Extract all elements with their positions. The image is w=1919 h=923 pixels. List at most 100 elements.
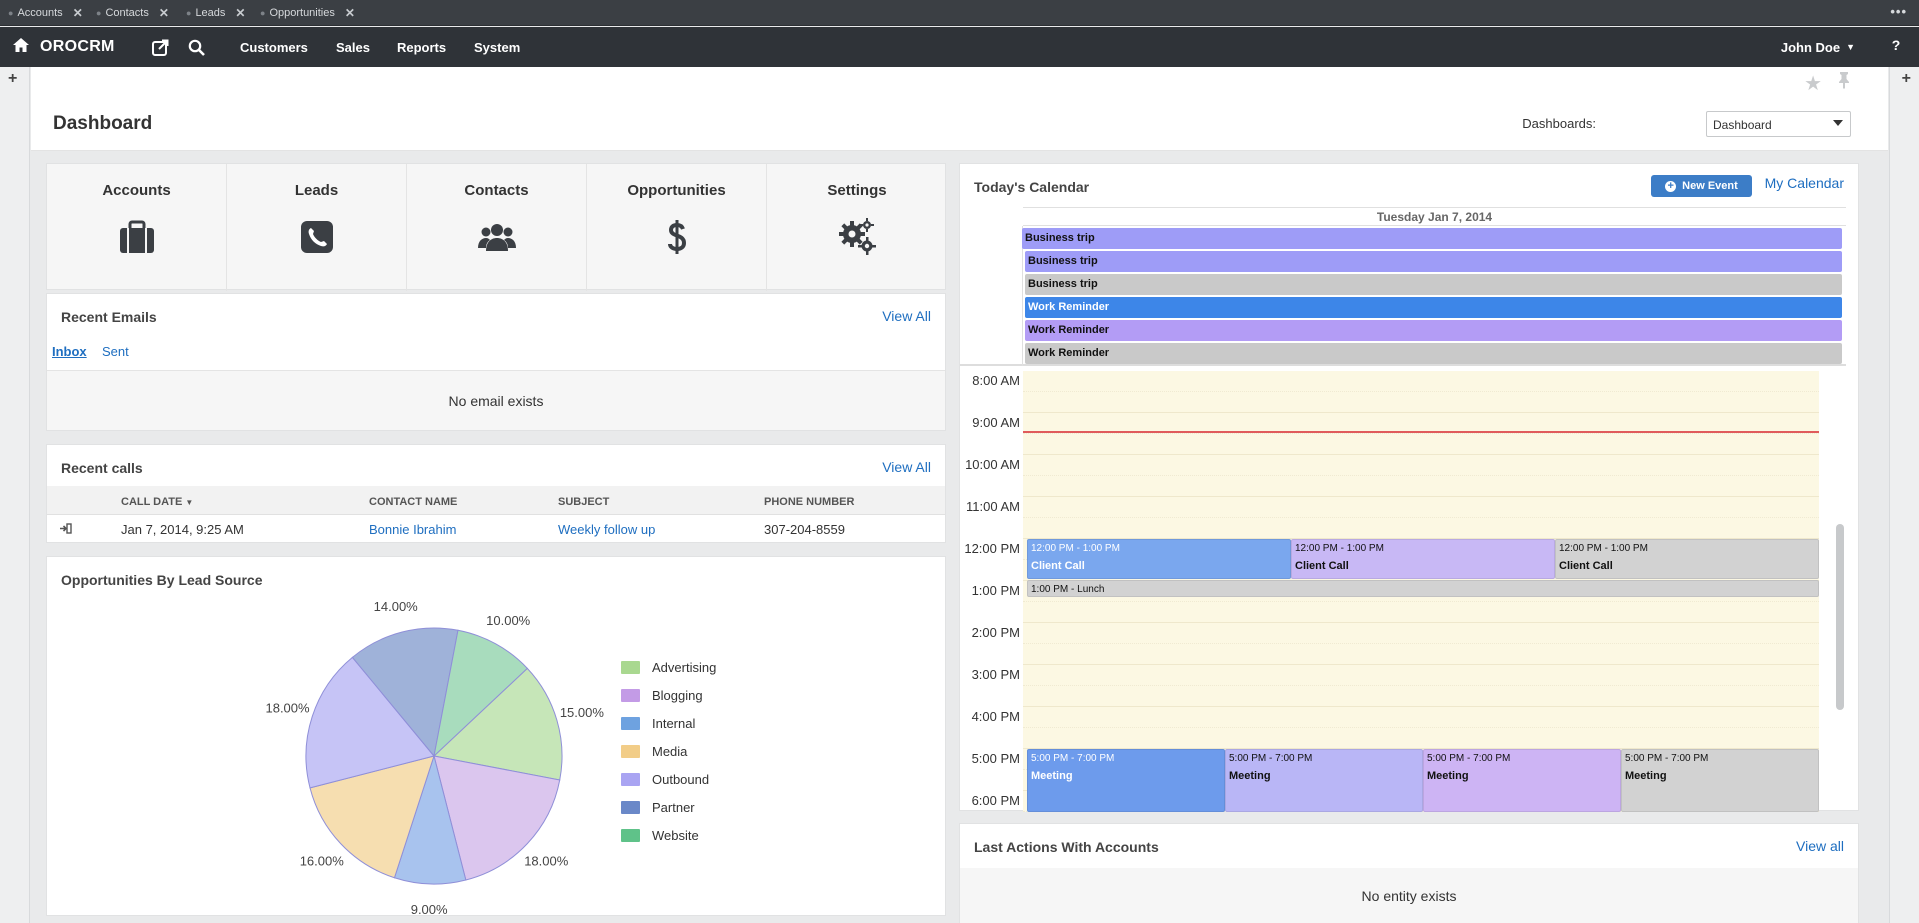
time-slot[interactable] [1023, 497, 1819, 518]
briefcase-icon [119, 220, 154, 253]
pin-tab-opportunities[interactable]: ● Opportunities ✕ [260, 0, 355, 26]
pin-tab-accounts[interactable]: ● Accounts ✕ [8, 0, 83, 26]
view-all-calls-link[interactable]: View All [882, 459, 931, 475]
view-all-emails-link[interactable]: View All [882, 308, 931, 324]
pie-slice-label: 14.00% [374, 599, 419, 614]
quick-accounts[interactable]: Accounts [47, 164, 227, 291]
legend-item[interactable]: Media [621, 744, 687, 759]
my-calendar-link[interactable]: My Calendar [1764, 175, 1844, 191]
left-sidebar [0, 67, 30, 923]
new-event-button[interactable]: + New Event [1651, 175, 1752, 197]
tab-sent[interactable]: Sent [102, 344, 129, 359]
quick-contacts[interactable]: Contacts [407, 164, 587, 291]
star-icon[interactable]: ★ [1804, 73, 1822, 95]
logo[interactable]: OROCRM [12, 27, 115, 67]
time-slot[interactable] [1023, 623, 1819, 644]
time-slot[interactable] [1023, 413, 1819, 434]
all-day-event[interactable]: Work Reminder [1025, 343, 1842, 364]
quick-leads[interactable]: Leads [227, 164, 407, 291]
share-icon[interactable] [149, 36, 171, 58]
pie-slice-label: 18.00% [524, 853, 569, 868]
calendar-event[interactable]: 5:00 PM - 7:00 PM Meeting [1423, 749, 1621, 812]
column-contact-name[interactable]: CONTACT NAME [369, 496, 458, 508]
phone-number: 307-204-8559 [764, 522, 845, 537]
pin-icon[interactable] [1838, 71, 1850, 94]
time-slot[interactable] [1023, 686, 1819, 707]
time-slot[interactable] [1023, 665, 1819, 686]
expand-right-sidebar-icon[interactable]: + [1901, 70, 1911, 87]
time-slot[interactable] [1023, 476, 1819, 497]
all-day-event[interactable]: Work Reminder [1025, 297, 1842, 318]
legend-item[interactable]: Partner [621, 800, 695, 815]
column-subject[interactable]: SUBJECT [558, 496, 610, 508]
all-day-event[interactable]: Work Reminder [1025, 320, 1842, 341]
calendar-event[interactable]: 12:00 PM - 1:00 PM Client Call [1555, 539, 1819, 579]
time-slot[interactable] [1023, 707, 1819, 728]
legend-item[interactable]: Blogging [621, 688, 703, 703]
time-slot[interactable] [1023, 434, 1819, 455]
pie-slice[interactable] [433, 629, 529, 758]
time-slot[interactable] [1023, 518, 1819, 539]
pin-tab-label: Leads [195, 7, 226, 19]
pin-bar: ● Accounts ✕ ● Contacts ✕ ● Leads ✕ ● Opportuni… [0, 0, 1919, 26]
time-slot[interactable] [1023, 455, 1819, 476]
dashboard-select[interactable]: Dashboard [1706, 111, 1851, 137]
event-time: 5:00 PM - 7:00 PM [1427, 753, 1511, 764]
table-row[interactable]: Jan 7, 2014, 9:25 AM Bonnie Ibrahim Week… [47, 516, 945, 542]
legend-item[interactable]: Internal [621, 716, 695, 731]
pin-tab-contacts[interactable]: ● Contacts ✕ [96, 0, 169, 26]
close-icon[interactable]: ✕ [344, 6, 355, 20]
time-slot[interactable] [1023, 392, 1819, 413]
all-day-event[interactable]: Business trip [1022, 228, 1842, 249]
pie-slice[interactable] [433, 755, 561, 881]
calendar-event[interactable]: 5:00 PM - 7:00 PM Meeting [1225, 749, 1423, 812]
subject-link[interactable]: Weekly follow up [558, 522, 656, 537]
pie-slice[interactable] [432, 667, 563, 781]
time-slot[interactable] [1023, 728, 1819, 749]
calendar-scrollbar[interactable] [1836, 524, 1844, 710]
tab-inbox[interactable]: Inbox [52, 344, 87, 359]
phone-icon [300, 221, 333, 253]
calendar-event[interactable]: 1:00 PM - Lunch [1027, 580, 1819, 597]
column-call-date[interactable]: CALL DATE ▼ [121, 496, 193, 508]
expand-left-sidebar-icon[interactable]: + [8, 70, 18, 87]
more-icon[interactable]: ••• [1890, 4, 1907, 19]
quick-settings[interactable]: Settings [767, 164, 947, 291]
quick-opportunities[interactable]: Opportunities [587, 164, 767, 291]
close-icon[interactable]: ✕ [158, 6, 169, 20]
nav-sales[interactable]: Sales [336, 39, 370, 55]
calendar-event[interactable]: 5:00 PM - 7:00 PM Meeting [1027, 749, 1225, 812]
pie-slice[interactable] [305, 656, 435, 789]
quick-contacts-label: Contacts [464, 182, 529, 199]
calendar-event[interactable]: 12:00 PM - 1:00 PM Client Call [1291, 539, 1555, 579]
time-slot[interactable] [1023, 371, 1819, 392]
column-phone-number[interactable]: PHONE NUMBER [764, 496, 855, 508]
calendar-event[interactable]: 12:00 PM - 1:00 PM Client Call [1027, 539, 1291, 579]
search-icon[interactable] [185, 36, 207, 58]
time-slot[interactable] [1023, 644, 1819, 665]
nav-system[interactable]: System [474, 39, 521, 55]
help-icon[interactable]: ? [1891, 37, 1901, 53]
all-day-event[interactable]: Business trip [1025, 251, 1842, 272]
pin-tab-leads[interactable]: ● Leads ✕ [186, 0, 245, 26]
legend-label: Internal [652, 716, 696, 731]
dashboards-label: Dashboards: [1522, 116, 1596, 131]
all-day-event[interactable]: Business trip [1025, 274, 1842, 295]
close-icon[interactable]: ✕ [72, 6, 83, 20]
user-menu[interactable]: John Doe ▼ [1781, 27, 1855, 67]
pie-slice[interactable] [351, 627, 459, 758]
nav-reports[interactable]: Reports [397, 39, 447, 55]
pie-slice-label: 15.00% [560, 705, 605, 720]
legend-item[interactable]: Advertising [621, 660, 716, 675]
plus-icon: + [1665, 180, 1677, 192]
view-all-accounts-link[interactable]: View all [1796, 838, 1844, 854]
legend-item[interactable]: Outbound [621, 772, 709, 787]
close-icon[interactable]: ✕ [235, 6, 246, 20]
pie-slice[interactable] [309, 755, 435, 879]
nav-customers[interactable]: Customers [240, 39, 308, 55]
legend-item[interactable]: Website [621, 828, 699, 843]
column-label: CALL DATE [121, 496, 183, 508]
contact-link[interactable]: Bonnie Ibrahim [369, 522, 457, 537]
calendar-event[interactable]: 5:00 PM - 7:00 PM Meeting [1621, 749, 1819, 812]
time-slot[interactable] [1023, 602, 1819, 623]
